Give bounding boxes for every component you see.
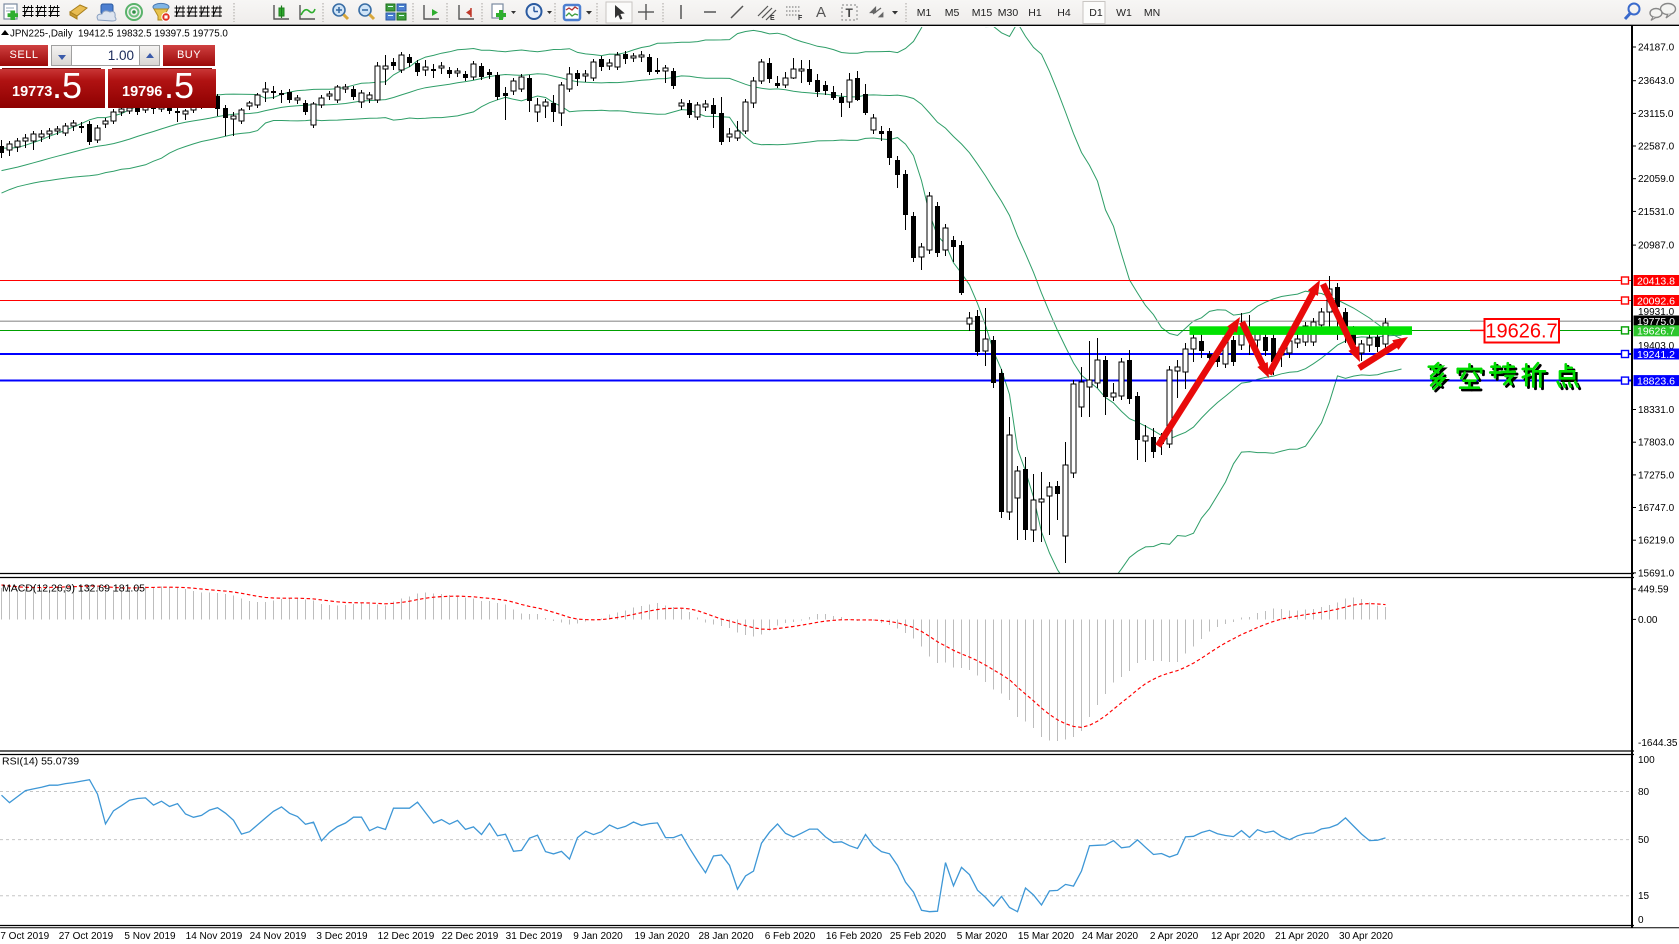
svg-text:25 Feb 2020: 25 Feb 2020 [890, 931, 947, 942]
svg-text:M15: M15 [972, 7, 993, 19]
svg-text:9 Jan 2020: 9 Jan 2020 [573, 931, 623, 942]
svg-text:3 Dec 2019: 3 Dec 2019 [316, 931, 368, 942]
svg-text:20413.8: 20413.8 [1637, 275, 1675, 287]
svg-text:12 Apr 2020: 12 Apr 2020 [1211, 931, 1265, 942]
svg-text:MACD(12,26,9) 132.69 181.05: MACD(12,26,9) 132.69 181.05 [2, 583, 145, 595]
svg-text:12 Dec 2019: 12 Dec 2019 [378, 931, 435, 942]
svg-text:19626.7: 19626.7 [1485, 321, 1557, 343]
svg-text:H4: H4 [1057, 7, 1071, 19]
svg-text:19775.0: 19775.0 [1637, 316, 1675, 328]
svg-text:28 Jan 2020: 28 Jan 2020 [698, 931, 753, 942]
svg-text:19931.0: 19931.0 [1638, 307, 1675, 318]
svg-text:100: 100 [1638, 755, 1655, 766]
svg-text:22587.0: 22587.0 [1638, 142, 1675, 153]
svg-text:MN: MN [1144, 7, 1160, 19]
svg-text:-1644.35: -1644.35 [1638, 738, 1678, 749]
svg-text:18331.0: 18331.0 [1638, 405, 1675, 416]
svg-text:2 Apr 2020: 2 Apr 2020 [1150, 931, 1199, 942]
svg-text:22 Dec 2019: 22 Dec 2019 [442, 931, 499, 942]
svg-text:27 Oct 2019: 27 Oct 2019 [59, 931, 114, 942]
svg-text:449.59: 449.59 [1638, 585, 1669, 596]
svg-text:22059.0: 22059.0 [1638, 174, 1675, 185]
svg-text:17803.0: 17803.0 [1638, 438, 1675, 449]
svg-text:19626.7: 19626.7 [1637, 326, 1675, 338]
svg-text:A: A [816, 4, 826, 21]
svg-text:15691.0: 15691.0 [1638, 568, 1675, 579]
svg-text:23115.0: 23115.0 [1638, 109, 1674, 120]
svg-text:F: F [798, 15, 803, 22]
svg-text:17275.0: 17275.0 [1638, 470, 1675, 481]
svg-text:0.00: 0.00 [1638, 615, 1658, 626]
svg-text:21531.0: 21531.0 [1638, 207, 1675, 218]
svg-text:W1: W1 [1116, 7, 1132, 19]
svg-text:80: 80 [1638, 787, 1650, 798]
svg-text:50: 50 [1638, 835, 1650, 846]
svg-text:24 Nov 2019: 24 Nov 2019 [250, 931, 307, 942]
svg-text:18823.6: 18823.6 [1637, 375, 1675, 387]
svg-text:24187.0: 24187.0 [1638, 43, 1675, 54]
svg-text:15 Mar 2020: 15 Mar 2020 [1018, 931, 1075, 942]
svg-text:H1: H1 [1028, 7, 1042, 19]
svg-text:20987.0: 20987.0 [1638, 241, 1675, 252]
svg-text:0: 0 [1638, 915, 1644, 926]
svg-text:RSI(14) 55.0739: RSI(14) 55.0739 [2, 756, 79, 768]
svg-text:21 Apr 2020: 21 Apr 2020 [1275, 931, 1329, 942]
svg-text:16 Feb 2020: 16 Feb 2020 [826, 931, 883, 942]
svg-text:14 Nov 2019: 14 Nov 2019 [186, 931, 243, 942]
svg-text:24 Mar 2020: 24 Mar 2020 [1082, 931, 1139, 942]
svg-text:16747.0: 16747.0 [1638, 503, 1675, 514]
svg-text:31 Dec 2019: 31 Dec 2019 [506, 931, 563, 942]
svg-text:5 Nov 2019: 5 Nov 2019 [124, 931, 176, 942]
svg-text:23643.0: 23643.0 [1638, 76, 1675, 87]
svg-text:D1: D1 [1089, 7, 1103, 19]
svg-text:19403.0: 19403.0 [1638, 341, 1675, 352]
svg-text:19241.2: 19241.2 [1637, 349, 1675, 361]
svg-text:M5: M5 [945, 7, 960, 19]
svg-text:T: T [846, 6, 854, 20]
svg-text:6 Feb 2020: 6 Feb 2020 [765, 931, 816, 942]
svg-text:19 Jan 2020: 19 Jan 2020 [634, 931, 689, 942]
svg-text:30 Apr 2020: 30 Apr 2020 [1339, 931, 1393, 942]
svg-text:20092.6: 20092.6 [1637, 295, 1675, 307]
svg-text:M30: M30 [998, 7, 1019, 19]
svg-text:17 Oct 2019: 17 Oct 2019 [0, 931, 50, 942]
svg-text:JPN225-,Daily 19412.5 19832.5: JPN225-,Daily 19412.5 19832.5 19397.5 19… [10, 28, 228, 39]
svg-text:E: E [770, 15, 775, 22]
svg-text:15: 15 [1638, 891, 1650, 902]
svg-text:16219.0: 16219.0 [1638, 536, 1675, 547]
svg-text:M1: M1 [917, 7, 932, 19]
svg-text:5 Mar 2020: 5 Mar 2020 [957, 931, 1008, 942]
